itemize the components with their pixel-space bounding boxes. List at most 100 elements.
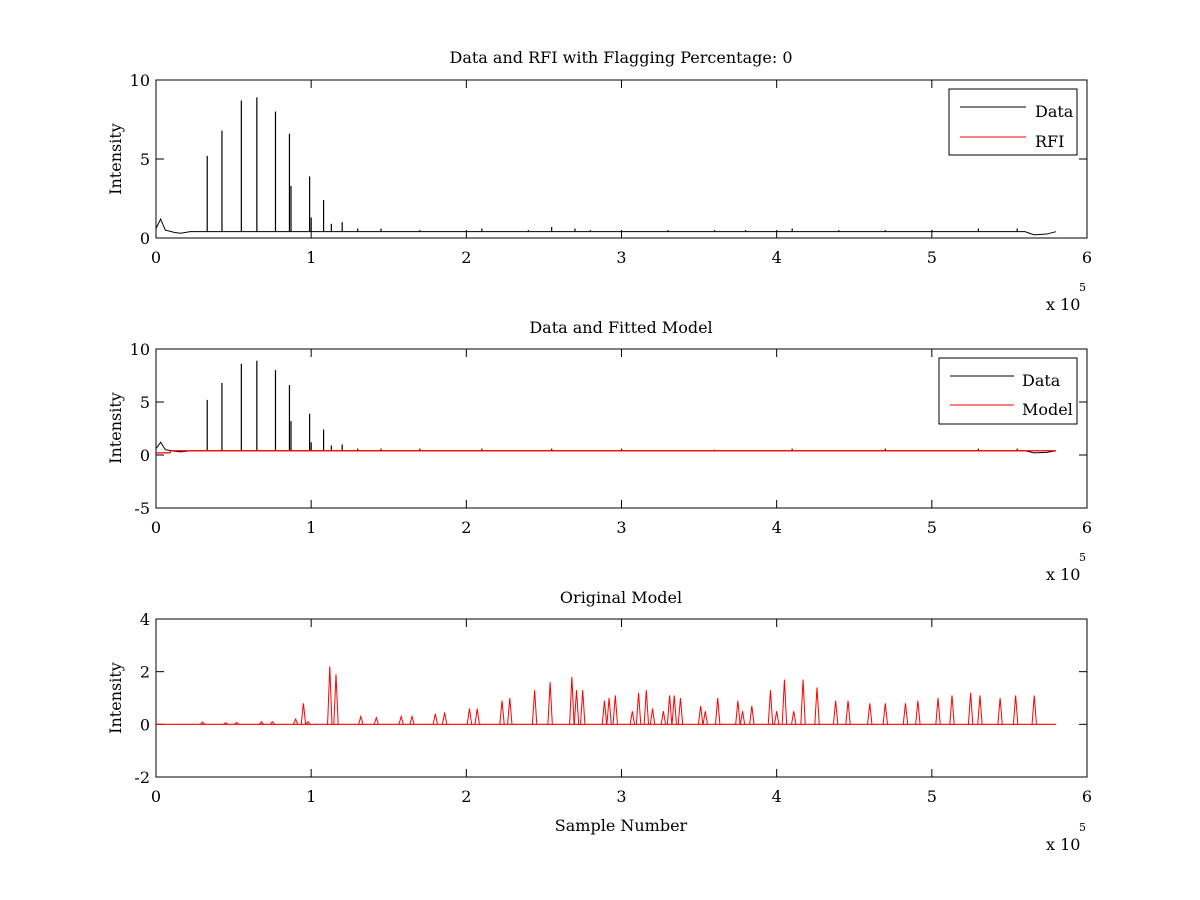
model-peak bbox=[800, 679, 806, 725]
panel-2-y-label: Intensity bbox=[106, 392, 125, 464]
model-peak bbox=[200, 721, 206, 725]
panel-1-x-multiplier: x 10 bbox=[1046, 295, 1080, 314]
model-peak bbox=[507, 697, 513, 725]
model-peak bbox=[327, 666, 333, 725]
y-tick-label: 10 bbox=[130, 340, 150, 359]
panel-1-legend: Data RFI bbox=[948, 88, 1078, 156]
model-peak bbox=[773, 711, 780, 725]
model-peak bbox=[882, 703, 888, 725]
model-peak bbox=[643, 690, 650, 725]
x-tick-label: 4 bbox=[772, 248, 782, 267]
model-peak bbox=[1031, 695, 1037, 725]
model-peak bbox=[649, 708, 656, 725]
panel-1-legend-box bbox=[948, 88, 1078, 156]
y-tick-label: 0 bbox=[140, 446, 150, 465]
x-tick-label: 6 bbox=[1082, 248, 1092, 267]
model-peak bbox=[474, 708, 480, 725]
model-peak bbox=[660, 711, 667, 725]
panel-2-legend: Data Model bbox=[938, 357, 1078, 425]
legend-data-label: Data bbox=[1022, 371, 1061, 390]
y-tick-label: 0 bbox=[140, 715, 150, 734]
model-peak bbox=[749, 705, 755, 725]
panel-3-title: Original Model bbox=[560, 588, 682, 607]
panel-2-title: Data and Fitted Model bbox=[529, 318, 712, 337]
y-tick-label: 2 bbox=[140, 663, 150, 682]
model-peak bbox=[902, 703, 909, 725]
legend-data-label: Data bbox=[1035, 102, 1074, 121]
x-tick-label: 5 bbox=[927, 248, 937, 267]
x-tick-label: 3 bbox=[616, 248, 626, 267]
model-peak bbox=[223, 722, 229, 725]
model-peak bbox=[580, 690, 586, 725]
x-tick-label: 5 bbox=[927, 787, 937, 806]
x-tick-label: 0 bbox=[151, 518, 161, 537]
model-peak bbox=[601, 700, 608, 725]
x-tick-label: 4 bbox=[772, 518, 782, 537]
panel-2-legend-box bbox=[938, 357, 1078, 425]
model-peak bbox=[305, 720, 311, 725]
y-tick-label: -5 bbox=[134, 499, 150, 518]
model-peak bbox=[300, 703, 307, 725]
y-tick-label: 5 bbox=[140, 393, 150, 412]
model-peak bbox=[915, 700, 921, 725]
model-peak bbox=[791, 711, 797, 725]
model-peak bbox=[671, 695, 677, 725]
x-tick-label: 3 bbox=[616, 787, 626, 806]
model-peak bbox=[697, 705, 704, 725]
panel-1-x-multiplier-exponent: 5 bbox=[1079, 281, 1086, 294]
x-tick-label: 2 bbox=[461, 248, 471, 267]
panel-2: Data and Fitted Model Intensity 0 1 2 3 4 5 6 -… bbox=[106, 318, 1092, 584]
model-peak bbox=[715, 697, 721, 725]
model-peak bbox=[935, 697, 941, 725]
data-baseline bbox=[155, 217, 1057, 236]
model-peak bbox=[333, 674, 339, 725]
panel-1: Data and RFI with Flagging Percentage: 0… bbox=[106, 48, 1092, 314]
model-peak bbox=[845, 700, 851, 725]
model-peak bbox=[466, 708, 473, 725]
x-tick-label: 1 bbox=[306, 787, 316, 806]
x-tick-label: 1 bbox=[306, 248, 316, 267]
panel-3-x-label: Sample Number bbox=[555, 816, 688, 835]
model-peak bbox=[949, 695, 955, 725]
model-peak bbox=[373, 716, 380, 725]
legend-rfi-label: RFI bbox=[1035, 132, 1064, 151]
model-peak bbox=[269, 720, 275, 725]
panel-1-title: Data and RFI with Flagging Percentage: 0 bbox=[449, 48, 792, 67]
panel-3-y-label: Intensity bbox=[106, 662, 125, 734]
x-tick-label: 5 bbox=[927, 518, 937, 537]
model-peak bbox=[977, 695, 983, 725]
model-peak bbox=[867, 703, 873, 725]
model-peak bbox=[767, 690, 774, 725]
model-peak bbox=[666, 695, 673, 725]
model-peak bbox=[629, 711, 636, 725]
model-peak bbox=[531, 690, 538, 725]
model-peak bbox=[635, 692, 642, 725]
model-peak bbox=[781, 679, 788, 725]
x-tick-label: 6 bbox=[1082, 787, 1092, 806]
model-peak bbox=[739, 711, 746, 725]
panel-3-x-multiplier-exponent: 5 bbox=[1079, 821, 1086, 834]
model-peak bbox=[358, 714, 364, 725]
y-tick-label: 4 bbox=[140, 610, 150, 629]
x-tick-label: 6 bbox=[1082, 518, 1092, 537]
model-peak bbox=[409, 714, 415, 725]
model-peak bbox=[814, 687, 820, 725]
y-tick-label: -2 bbox=[134, 768, 150, 787]
model-peak bbox=[832, 700, 839, 725]
model-peak bbox=[547, 682, 553, 725]
model-peak bbox=[573, 690, 580, 725]
panel-1-plot-area: 0 1 2 3 4 5 6 0 5 10 bbox=[130, 71, 1092, 267]
model-peak bbox=[569, 676, 575, 725]
model-peak bbox=[398, 714, 404, 725]
model-peak bbox=[735, 700, 741, 725]
panel-3-x-multiplier: x 10 bbox=[1046, 835, 1080, 854]
x-tick-label: 2 bbox=[461, 518, 471, 537]
model-peak bbox=[258, 720, 265, 725]
model-peak bbox=[997, 697, 1003, 725]
model-peak bbox=[441, 712, 448, 725]
model-peak bbox=[702, 711, 708, 725]
